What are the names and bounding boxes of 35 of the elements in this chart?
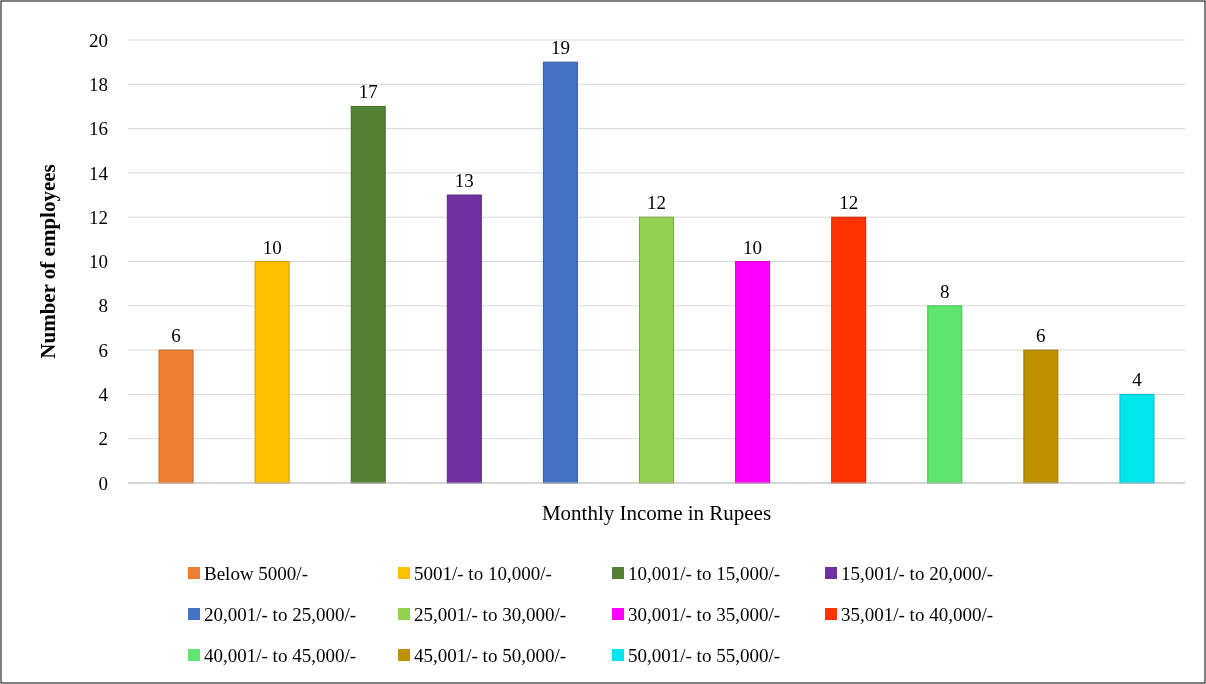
- legend-label: 10,001/- to 15,000/-: [628, 562, 780, 584]
- y-tick-label: 12: [89, 206, 108, 228]
- legend-label: 15,001/- to 20,000/-: [841, 562, 993, 584]
- y-tick-label: 14: [89, 162, 109, 184]
- y-tick-label: 20: [89, 29, 108, 51]
- legend-label: 40,001/- to 45,000/-: [204, 644, 356, 666]
- data-label: 12: [647, 192, 666, 214]
- legend-label: 50,001/- to 55,000/-: [628, 644, 780, 666]
- y-tick-label: 2: [98, 428, 108, 450]
- data-label: 13: [454, 170, 474, 192]
- data-label: 12: [839, 192, 859, 214]
- y-tick-label: 6: [98, 339, 108, 361]
- y-axis-title: Number of employees: [36, 164, 60, 359]
- data-label: 10: [262, 236, 282, 258]
- data-label: 19: [550, 37, 570, 59]
- legend-label: 5001/- to 10,000/-: [414, 562, 552, 584]
- data-label: 6: [1036, 325, 1046, 347]
- legend-label: Below 5000/-: [204, 562, 308, 584]
- data-label: 10: [743, 236, 763, 258]
- data-label: 6: [171, 325, 181, 347]
- y-tick-label: 10: [89, 251, 108, 273]
- legend-label: 35,001/- to 40,000/-: [841, 603, 993, 625]
- data-label: 8: [940, 280, 950, 302]
- legend-label: 30,001/- to 35,000/-: [628, 603, 780, 625]
- legend-label: 45,001/- to 50,000/-: [414, 644, 566, 666]
- y-tick-label: 8: [98, 295, 108, 317]
- y-tick-label: 0: [98, 472, 108, 494]
- y-tick-label: 4: [98, 384, 109, 406]
- data-label: 4: [1132, 369, 1143, 391]
- legend-label: 20,001/- to 25,000/-: [204, 603, 356, 625]
- x-axis-title: Monthly Income in Rupees: [541, 501, 772, 525]
- y-tick-label: 18: [89, 73, 108, 95]
- y-tick-label: 16: [89, 118, 108, 140]
- data-label: 17: [358, 81, 378, 103]
- legend-label: 25,001/- to 30,000/-: [414, 603, 566, 625]
